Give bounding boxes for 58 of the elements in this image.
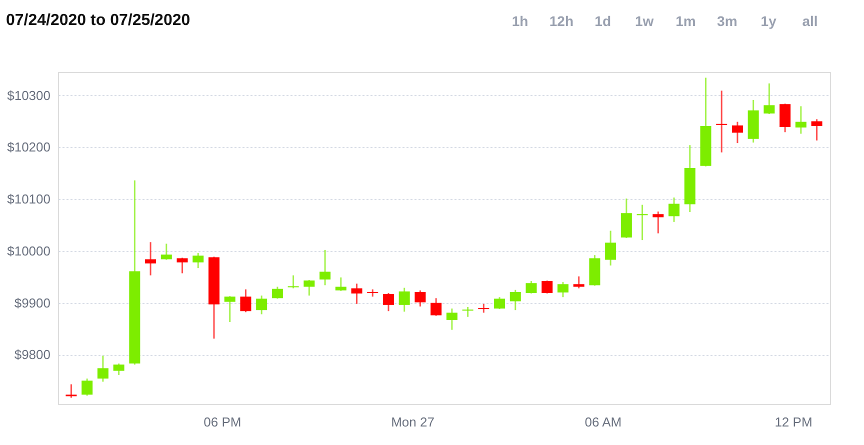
- y-tick-label: $9900: [14, 295, 50, 310]
- candlestick: [542, 280, 553, 294]
- candlestick: [160, 242, 172, 261]
- candlestick: [256, 294, 268, 316]
- chart-title: 07/24/2020 to 07/25/2020: [6, 12, 190, 29]
- candlestick: [446, 308, 458, 331]
- candlestick: [113, 362, 124, 376]
- candlestick: [66, 384, 77, 399]
- candlestick: [605, 230, 616, 266]
- text: 12h: [549, 13, 574, 29]
- x-tick-label: 06 AM: [584, 414, 622, 430]
- candlestick: [382, 292, 394, 312]
- y-tick-label: $10300: [7, 88, 50, 103]
- candlestick: [304, 279, 315, 296]
- candlestick: [652, 210, 664, 234]
- candlestick: [510, 289, 521, 311]
- y-tick-label: $9800: [14, 347, 50, 362]
- candlestick: [636, 204, 648, 241]
- candlestick: [82, 378, 93, 396]
- candlestick: [320, 249, 331, 286]
- candlestick: [272, 286, 283, 300]
- x-tick-label: Mon 27: [391, 414, 434, 430]
- candlestick: [780, 102, 791, 133]
- y-tick-label: $10200: [7, 140, 50, 155]
- candlestick: [414, 290, 426, 308]
- candlestick: [462, 306, 474, 318]
- y-tick-label: $10000: [7, 243, 50, 258]
- text: 1y: [760, 13, 777, 29]
- candlestick: [351, 282, 362, 305]
- candlestick: [732, 121, 743, 144]
- candlestick: [176, 256, 188, 274]
- x-tick-label: 06 PM: [204, 414, 242, 430]
- candlestick: [716, 90, 728, 154]
- candlestick: [795, 105, 806, 134]
- candlestick: [557, 281, 568, 298]
- text: 3m: [717, 13, 738, 29]
- text: all: [802, 13, 818, 29]
- text: 1m: [676, 13, 696, 29]
- candlestick: [240, 288, 252, 313]
- text: 1w: [634, 13, 654, 29]
- candlestick: [811, 118, 822, 142]
- candlestick: [97, 355, 108, 382]
- candlestick: [573, 276, 584, 290]
- x-tick-label: 12 PM: [774, 414, 812, 430]
- candlestick: [430, 297, 442, 317]
- candlestick: [192, 252, 204, 269]
- candlestick: [224, 295, 236, 323]
- candlestick: [526, 280, 537, 294]
- candlestick: [288, 274, 299, 290]
- text: 1h: [512, 13, 528, 29]
- candlestick: [145, 241, 156, 276]
- y-tick-label: $10100: [7, 192, 50, 207]
- candlestick: [764, 82, 775, 115]
- candlestick: [494, 296, 506, 310]
- text: 1d: [594, 13, 612, 29]
- candlestick: [335, 276, 346, 292]
- candlestick: [398, 287, 410, 312]
- candlestick: [668, 196, 680, 223]
